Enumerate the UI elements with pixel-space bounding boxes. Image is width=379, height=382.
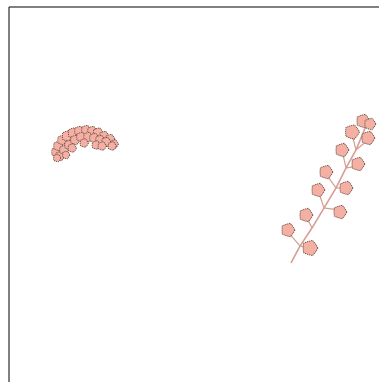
- leaf-right-0: [281, 222, 296, 238]
- leaf-right-8: [351, 156, 366, 172]
- leaf-right-5: [319, 164, 334, 180]
- leaf-left-21: [107, 141, 118, 151]
- leaf-left-22: [53, 153, 62, 163]
- leaf-left-27: [97, 141, 108, 151]
- leaf-left-25: [79, 138, 90, 148]
- leaf-right-4: [333, 204, 348, 220]
- leaf-right-7: [335, 142, 350, 158]
- leaf-right-6: [339, 180, 354, 196]
- leaf-left-23: [62, 150, 71, 160]
- right-leaf-branch: [281, 113, 377, 264]
- leaf-right-3: [311, 182, 326, 198]
- leaf-right-1: [302, 239, 319, 257]
- leaf-right-10: [361, 130, 376, 146]
- leaf-right-9: [345, 124, 361, 140]
- branch-stem: [290, 125, 367, 264]
- leaf-left-24: [67, 143, 78, 153]
- leaf-right-2: [299, 207, 314, 223]
- left-leaf-cluster: [51, 124, 120, 163]
- leaf-right-12: [364, 117, 377, 131]
